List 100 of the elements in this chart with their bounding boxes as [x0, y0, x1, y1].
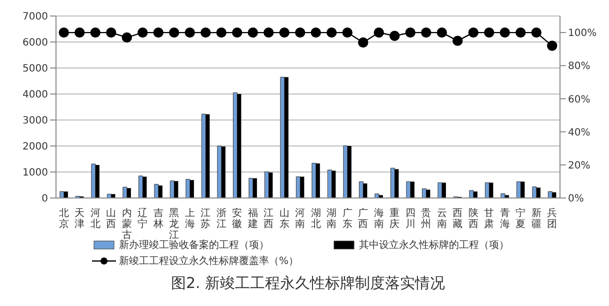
bar: [237, 94, 242, 198]
point: [264, 27, 274, 38]
y-tick-label: 7000: [22, 12, 48, 23]
bar: [536, 188, 540, 198]
y2-tick-label: 0%: [568, 194, 584, 205]
x-tick-label: 吉林: [153, 208, 164, 230]
legend-label: 其中设立永久性标牌的工程（项）: [359, 238, 509, 252]
bar: [489, 182, 494, 198]
x-tick-label: 贵州: [421, 208, 432, 230]
x-tick-label: 江西: [264, 208, 274, 230]
x-tick-label: 重庆: [390, 208, 400, 230]
point: [342, 27, 352, 38]
point: [169, 27, 180, 38]
bar: [91, 164, 96, 198]
point: [358, 37, 368, 48]
point: [90, 27, 100, 38]
point: [390, 30, 400, 41]
x-tick-label: 山西: [106, 208, 116, 230]
bar: [410, 182, 414, 198]
y2-tick-label: 40%: [568, 127, 590, 138]
x-tick-label: 西藏: [452, 208, 463, 230]
bar: [122, 186, 128, 198]
x-tick-label: 湖北: [310, 208, 321, 230]
point: [374, 27, 384, 38]
bar: [284, 77, 288, 198]
bar: [60, 191, 64, 198]
x-tick-label: 云南: [436, 208, 447, 230]
point: [184, 27, 195, 38]
point: [436, 27, 447, 38]
bar: [343, 145, 348, 198]
bar: [473, 192, 478, 198]
y-tick-label: 1000: [22, 168, 48, 179]
legend-label: 新办理竣工验收备案的工程（项）: [119, 240, 269, 252]
bar: [221, 146, 226, 198]
x-tick-label: 河北: [90, 208, 100, 230]
bar: [158, 186, 162, 198]
y2-tick-label: 80%: [568, 61, 590, 72]
point: [531, 27, 542, 38]
bar: [95, 164, 100, 198]
point: [452, 36, 463, 46]
y2-tick-label: 100%: [568, 28, 597, 40]
bar: [64, 192, 68, 198]
bar: [520, 182, 525, 198]
point: [200, 27, 211, 38]
bar: [217, 146, 222, 198]
point: [106, 27, 116, 38]
bar: [186, 179, 190, 198]
bar: [280, 76, 285, 198]
x-tick-label: 青海: [500, 208, 510, 230]
x-tick-label: 浙江: [216, 208, 226, 230]
x-tick-label: 山东: [279, 208, 290, 230]
bar: [300, 176, 304, 198]
bar: [142, 176, 147, 198]
point: [468, 27, 478, 38]
x-tick-label: 兵团: [547, 208, 558, 230]
point: [500, 27, 510, 38]
x-tick-label: 内蒙古: [122, 208, 132, 241]
y-tick-label: 5000: [22, 64, 48, 75]
bar: [394, 169, 399, 198]
point: [310, 27, 321, 38]
point: [74, 27, 85, 38]
point: [248, 27, 258, 38]
x-tick-label: 甘肃: [484, 208, 494, 230]
x-tick-label: 天津: [74, 208, 85, 230]
point: [547, 40, 558, 51]
bar: [154, 184, 159, 198]
bar: [126, 188, 131, 198]
point: [484, 27, 494, 38]
point: [138, 27, 148, 38]
bar: [469, 190, 474, 198]
y2-tick-label: 20%: [568, 160, 590, 172]
y-tick-label: 4000: [22, 90, 48, 101]
bar: [248, 178, 254, 198]
bar: [312, 162, 316, 198]
bar: [316, 163, 320, 198]
y-tick-label: 2000: [22, 142, 48, 153]
bar: [206, 114, 210, 198]
point: [153, 27, 164, 38]
point: [232, 27, 242, 38]
bar: [406, 181, 411, 198]
bar: [442, 182, 446, 198]
x-tick-label: 辽宁: [138, 208, 148, 230]
x-tick-label: 福建: [248, 208, 258, 230]
bar: [532, 186, 537, 198]
bar: [332, 170, 336, 198]
x-tick-label: 四川: [405, 208, 416, 230]
x-tick-label: 海南: [374, 208, 384, 230]
x-tick-label: 河南: [295, 208, 306, 230]
bar: [111, 194, 116, 198]
bar: [426, 190, 430, 198]
y-tick-label: 0: [42, 194, 48, 205]
point: [58, 27, 69, 38]
x-tick-label: 江苏: [200, 208, 211, 230]
y-tick-label: 6000: [22, 38, 48, 49]
text: 图2. 新竣工工程永久性标牌制度落实情况: [170, 274, 446, 293]
x-tick-label: 陕西: [468, 208, 478, 230]
x-tick-label: 北京: [58, 208, 69, 230]
point: [516, 27, 526, 38]
bar: [190, 180, 194, 198]
legend-label: 新竣工工程设立永久性标牌覆盖率（%）: [119, 254, 299, 268]
